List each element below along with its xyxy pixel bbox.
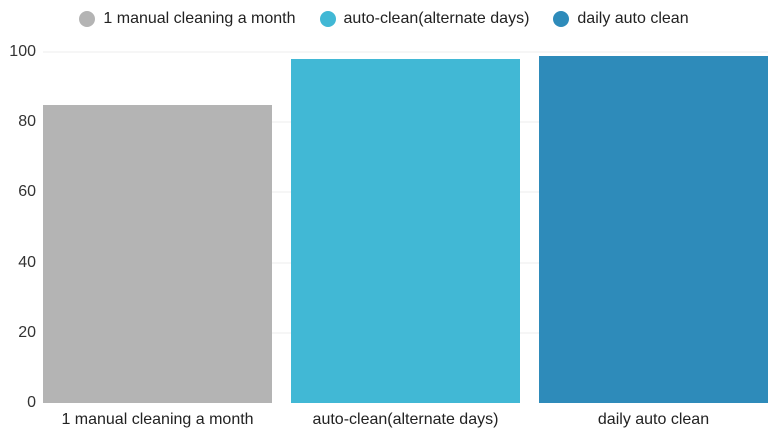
chart-area: 0 20 40 60 80 100 1 manual cleaning a month au… [0, 44, 768, 432]
legend-item-1[interactable]: auto-clean(alternate days) [319, 9, 530, 29]
y-axis: 0 20 40 60 80 100 [0, 44, 43, 411]
legend-item-label: auto-clean(alternate days) [343, 10, 530, 27]
x-axis: 1 manual cleaning a month auto-clean(alte… [43, 403, 768, 432]
gridline [43, 51, 768, 53]
bar-0[interactable] [43, 104, 272, 403]
y-axis-tick-label: 40 [18, 253, 36, 271]
y-axis-tick-label: 0 [27, 394, 36, 411]
bar-1[interactable] [291, 59, 520, 403]
legend-item-label: 1 manual cleaning a month [103, 10, 296, 27]
plot-area [43, 51, 768, 403]
chart-legend: 1 manual cleaning a month auto-clean(alte… [0, 0, 768, 52]
x-axis-label: 1 manual cleaning a month [61, 411, 254, 428]
legend-dot-icon [319, 11, 336, 27]
y-axis-tick-label: 100 [9, 43, 36, 60]
y-axis-tick-label: 20 [18, 323, 36, 341]
legend-dot-icon [553, 11, 570, 27]
legend-dot-icon [79, 11, 96, 27]
legend-item-label: daily auto clean [577, 10, 689, 27]
bar-2[interactable] [539, 55, 768, 403]
legend-item-2[interactable]: daily auto clean [553, 9, 689, 29]
bar-series [43, 52, 768, 403]
y-axis-tick-label: 80 [18, 113, 36, 131]
x-axis-label: daily auto clean [597, 411, 710, 428]
legend-item-0[interactable]: 1 manual cleaning a month [79, 9, 296, 29]
x-axis-label: auto-clean(alternate days) [312, 411, 499, 428]
y-axis-tick-label: 60 [18, 183, 36, 201]
